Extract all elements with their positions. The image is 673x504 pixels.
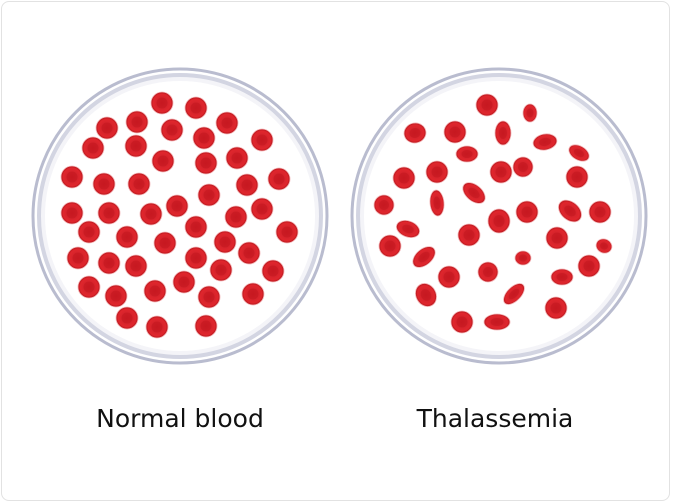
red-blood-cell (477, 261, 499, 283)
red-blood-cell (457, 223, 481, 247)
red-blood-cell (241, 282, 265, 306)
red-blood-cell (60, 165, 84, 189)
red-blood-cell (97, 201, 121, 225)
red-blood-cell (425, 160, 449, 184)
red-blood-cell (153, 231, 177, 255)
red-blood-cell (224, 205, 248, 229)
red-blood-cell (429, 189, 445, 217)
red-blood-cell (250, 128, 274, 152)
red-blood-cell (550, 268, 574, 286)
red-blood-cell (577, 254, 601, 278)
red-blood-cell (565, 165, 589, 189)
red-blood-cell (197, 285, 221, 309)
red-blood-cell (235, 173, 259, 197)
red-blood-cell (250, 197, 274, 221)
red-blood-cell (213, 230, 237, 254)
red-blood-cell (522, 103, 538, 123)
red-blood-cell (267, 167, 291, 191)
red-blood-cell (77, 275, 101, 299)
red-blood-cell (275, 220, 299, 244)
red-blood-cell (595, 238, 613, 254)
red-blood-cell (489, 160, 513, 184)
red-blood-cell (568, 144, 590, 162)
red-blood-cell (462, 182, 486, 204)
thalassemia-dish (350, 67, 648, 365)
red-blood-cell (483, 313, 511, 331)
normal-blood-dish (31, 67, 329, 365)
red-blood-cell (81, 136, 105, 160)
red-blood-cell (237, 241, 261, 265)
red-blood-cell (95, 116, 119, 140)
red-blood-cell (209, 258, 233, 282)
red-blood-cell (127, 172, 151, 196)
red-blood-cell (194, 151, 218, 175)
red-blood-cell (150, 91, 174, 115)
red-blood-cell (124, 254, 148, 278)
red-blood-cell (124, 134, 148, 158)
red-blood-cell (450, 310, 474, 334)
red-blood-cell (532, 133, 558, 151)
red-blood-cell (558, 199, 582, 223)
red-blood-cell (143, 279, 167, 303)
normal-blood-label: Normal blood (96, 404, 264, 433)
red-blood-cell (225, 146, 249, 170)
red-blood-cell (104, 284, 128, 308)
red-blood-cell (66, 246, 90, 270)
red-blood-cell (395, 220, 421, 238)
red-blood-cell (588, 200, 612, 224)
red-blood-cell (145, 315, 169, 339)
red-blood-cell (403, 122, 427, 144)
red-blood-cell (192, 126, 216, 150)
red-blood-cell (512, 156, 534, 178)
red-blood-cell (475, 93, 499, 117)
red-blood-cell (503, 283, 525, 305)
red-blood-cell (494, 120, 512, 146)
red-blood-cell (437, 265, 461, 289)
red-blood-cell (184, 96, 208, 120)
red-blood-cell (151, 149, 175, 173)
red-blood-cell (443, 120, 467, 144)
red-blood-cell (455, 145, 479, 163)
red-blood-cell (115, 225, 139, 249)
red-blood-cell (197, 183, 221, 207)
red-blood-cell (184, 215, 208, 239)
red-blood-cell (378, 234, 402, 258)
red-blood-cell (125, 110, 149, 134)
red-blood-cell (261, 259, 285, 283)
red-blood-cell (115, 306, 139, 330)
red-blood-cell (544, 296, 568, 320)
thalassemia-label: Thalassemia (416, 404, 574, 433)
red-blood-cell (415, 283, 437, 307)
red-blood-cell (60, 201, 84, 225)
red-blood-cell (412, 246, 436, 268)
red-blood-cell (514, 250, 532, 266)
red-blood-cell (165, 194, 189, 218)
red-blood-cell (194, 314, 218, 338)
red-blood-cell (97, 251, 121, 275)
red-blood-cell (373, 194, 395, 216)
red-blood-cell (77, 220, 101, 244)
red-blood-cell (215, 111, 239, 135)
red-blood-cell (172, 270, 196, 294)
red-blood-cell (515, 200, 539, 224)
red-blood-cell (139, 202, 163, 226)
red-blood-cell (184, 246, 208, 270)
red-blood-cell (392, 166, 416, 190)
red-blood-cell (160, 118, 184, 142)
red-blood-cell (487, 208, 511, 234)
red-blood-cell (92, 172, 116, 196)
red-blood-cell (545, 226, 569, 250)
